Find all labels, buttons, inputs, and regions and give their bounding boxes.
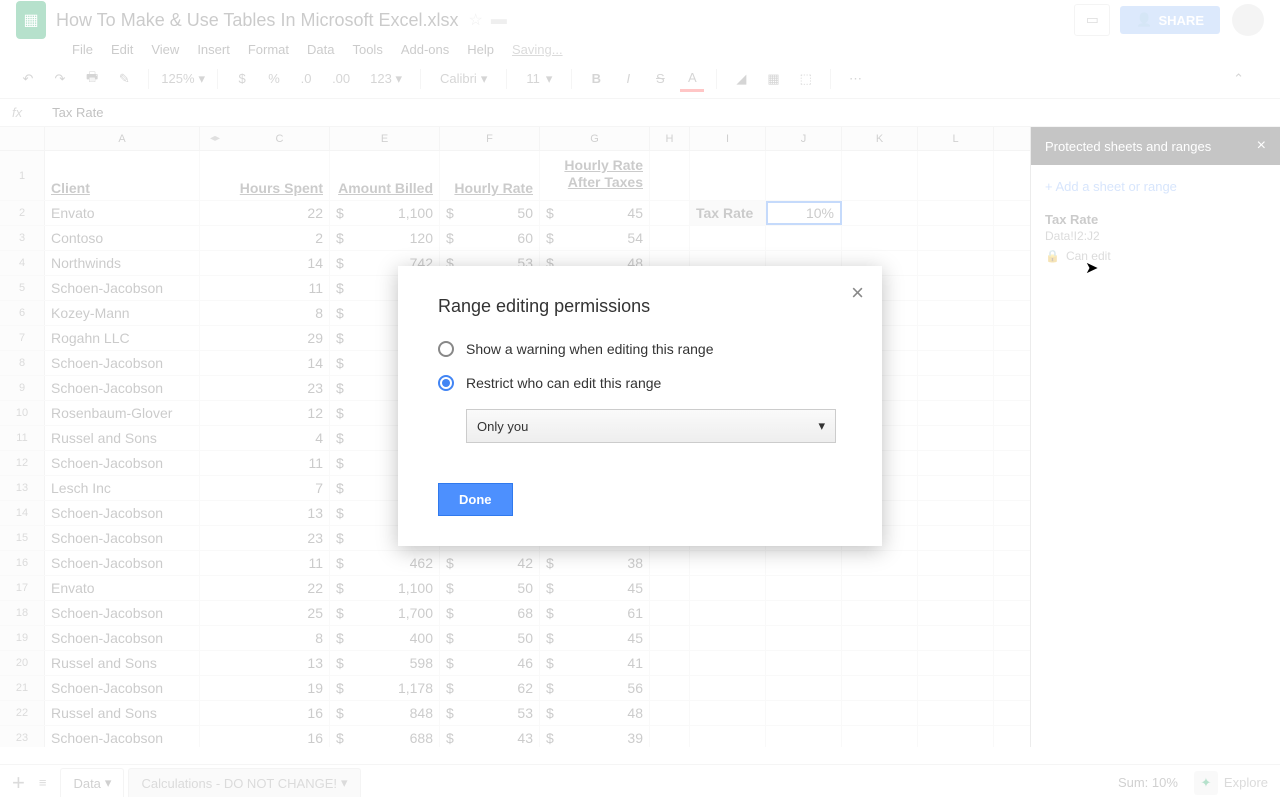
- editor-select[interactable]: Only you ▾: [466, 409, 836, 443]
- radio-icon[interactable]: [438, 375, 454, 391]
- radio-icon[interactable]: [438, 341, 454, 357]
- permissions-dialog: Range editing permissions × Show a warni…: [398, 266, 882, 546]
- dialog-title: Range editing permissions: [438, 296, 842, 317]
- done-button[interactable]: Done: [438, 483, 513, 516]
- close-icon[interactable]: ×: [851, 280, 864, 306]
- option-restrict[interactable]: Restrict who can edit this range: [438, 375, 842, 391]
- option-warning[interactable]: Show a warning when editing this range: [438, 341, 842, 357]
- chevron-down-icon: ▾: [818, 418, 825, 434]
